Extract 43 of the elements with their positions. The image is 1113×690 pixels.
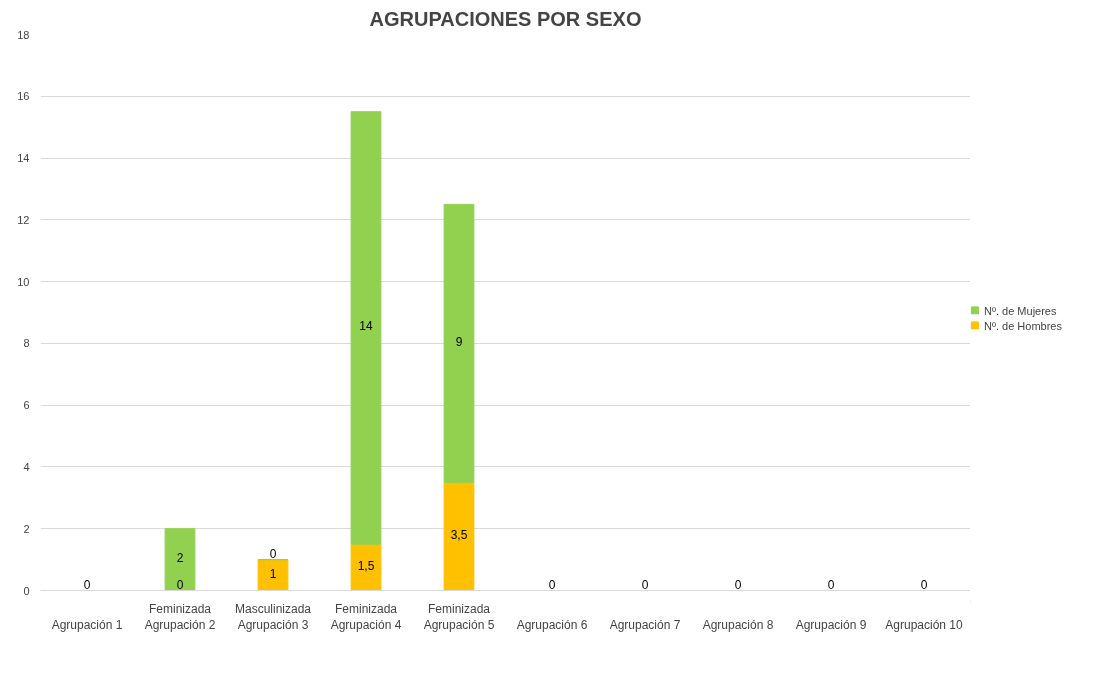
legend-label: Nº. de Mujeres [984, 304, 1057, 316]
chart-title: AGRUPACIONES POR SEXO [369, 7, 642, 30]
x-tick-label: Agrupación 9 [795, 618, 867, 633]
x-tick-label: Agrupación 8 [702, 618, 774, 633]
x-tick-label: Feminizada Agrupación 2 [144, 601, 216, 633]
bar [350, 543, 382, 591]
x-tick-label: Feminizada Agrupación 4 [330, 601, 402, 633]
x-tick-label: Masculinizada Agrupación 3 [234, 601, 312, 633]
y-tick-label: 2 [23, 522, 30, 535]
data-label: 14 [359, 319, 373, 334]
y-tick-label: 6 [23, 399, 30, 412]
y-tick-label: 4 [23, 460, 30, 473]
y-tick-label: 8 [23, 337, 30, 350]
data-label: 1 [269, 566, 277, 581]
y-tick-label: 16 [17, 90, 30, 103]
y-tick-label: 0 [23, 584, 30, 597]
bar [443, 203, 475, 483]
data-label: 0 [827, 577, 835, 592]
y-tick-label: 10 [17, 275, 30, 288]
x-tick-label: Feminizada Agrupación 5 [423, 601, 495, 633]
data-label: 3,5 [450, 527, 468, 542]
x-tick-label: Agrupación 1 [51, 618, 123, 633]
data-label: 0 [269, 546, 277, 561]
y-tick-label: 18 [17, 28, 30, 41]
bar [443, 481, 475, 591]
y-tick-label: 12 [17, 213, 30, 226]
data-label: 0 [920, 577, 928, 592]
x-tick-label: Agrupación 6 [516, 618, 588, 633]
data-label: 1,5 [357, 558, 375, 573]
data-label: 0 [641, 577, 649, 592]
legend-label: Nº. de Hombres [984, 319, 1062, 331]
data-label: 0 [548, 577, 556, 592]
data-label: 0 [83, 577, 91, 592]
data-label: 0 [176, 577, 184, 592]
bar [350, 111, 382, 545]
bar [257, 559, 289, 591]
bar [164, 528, 196, 591]
data-label: 9 [455, 334, 463, 349]
x-tick-label: Agrupación 7 [609, 618, 681, 633]
y-tick-label: 14 [17, 152, 30, 165]
data-label: 2 [176, 551, 184, 566]
data-label: 0 [734, 577, 742, 592]
x-tick-label: Agrupación 10 [885, 618, 964, 633]
